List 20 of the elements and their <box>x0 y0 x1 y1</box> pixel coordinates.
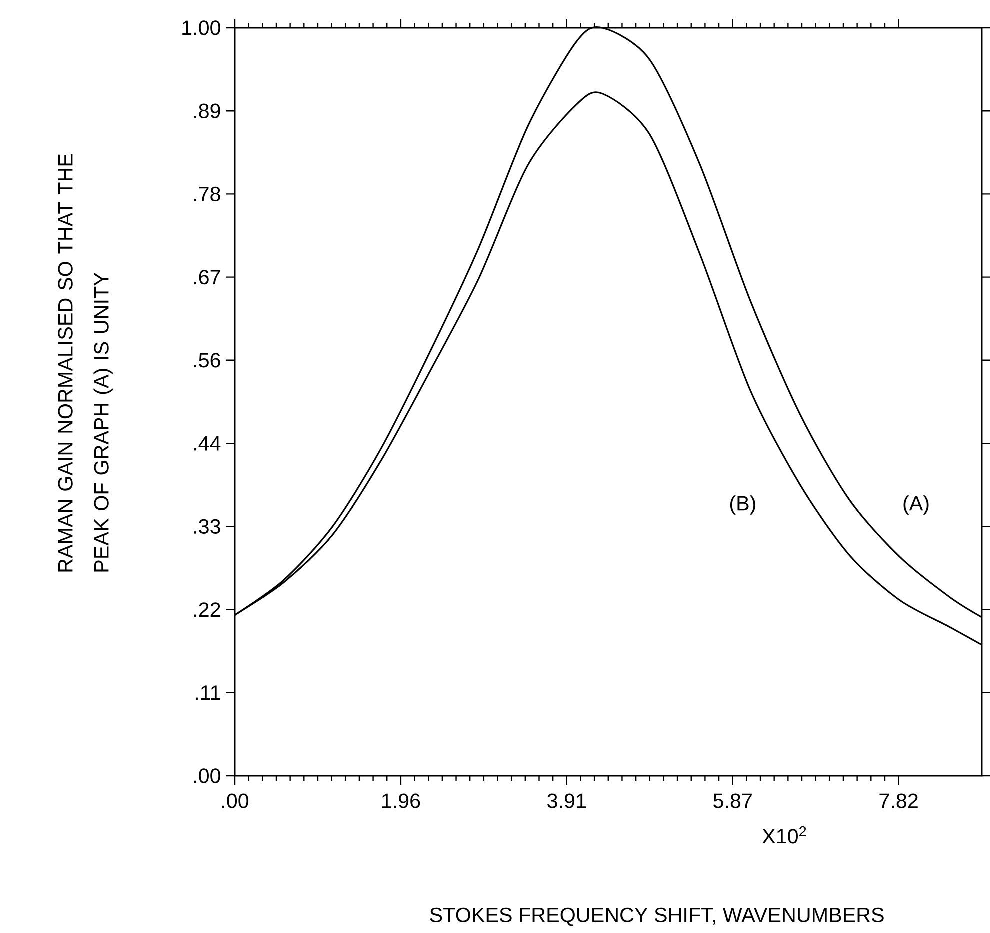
y-tick-label: .56 <box>194 353 220 368</box>
y-tick-label: 1.00 <box>182 20 220 36</box>
y-tick-label: .67 <box>194 270 220 285</box>
y-axis-title: RAMAN GAIN NORMALISED SO THAT THE PEAK OF GRAPH (A) IS UNITY <box>58 154 113 572</box>
x-tick-label: 3.91 <box>548 794 586 808</box>
x-axis-title: STOKES FREQUENCY SHIFT, WAVENUMBERS <box>430 908 884 926</box>
x-tick-label: 5.87 <box>714 794 752 808</box>
text: X10$^{2}$ <box>762 826 806 844</box>
y-tick-label: .11 <box>196 686 220 700</box>
y-tick-label: .44 <box>194 436 221 451</box>
y-tick-label: .33 <box>194 519 220 534</box>
x-tick-label: .00 <box>222 794 249 808</box>
x-tick-label: 1.96 <box>382 794 420 808</box>
y-tick-label: .22 <box>194 602 220 618</box>
x-tick-label: 7.82 <box>880 794 918 808</box>
annotation: (A) <box>904 496 929 515</box>
y-tick-label: .00 <box>194 768 220 784</box>
y-tick-label: .78 <box>194 186 220 202</box>
annotation: (B) <box>730 496 756 515</box>
y-tick-label: .89 <box>194 104 220 118</box>
